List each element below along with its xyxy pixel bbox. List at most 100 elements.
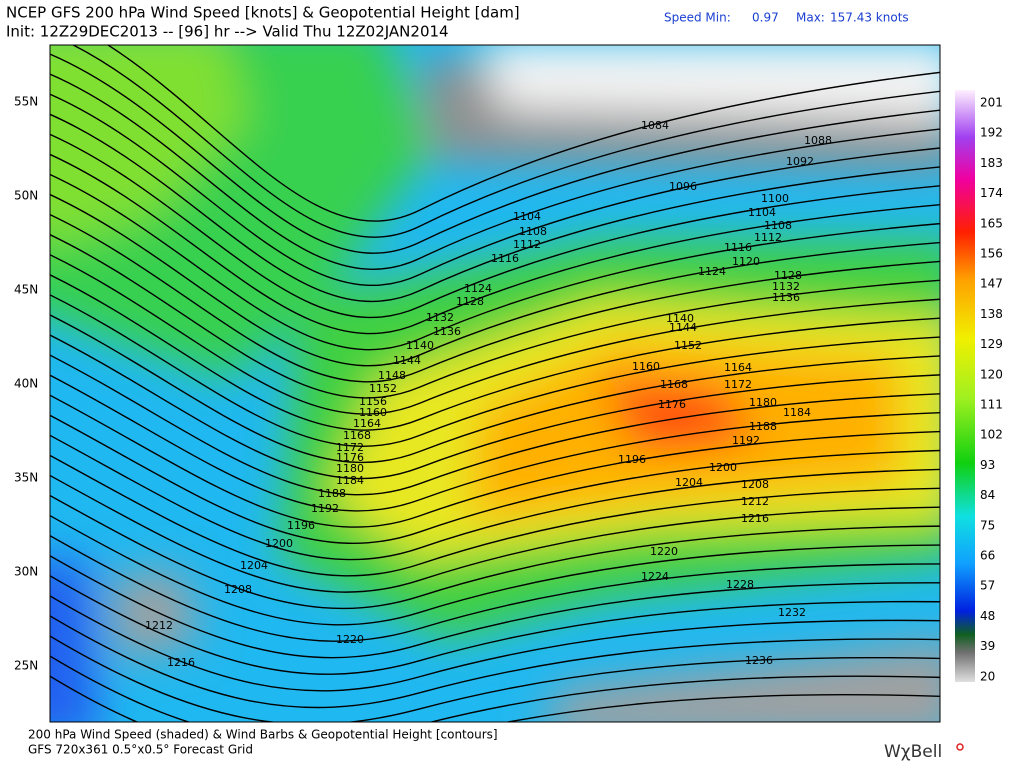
contour-label: 1216 xyxy=(741,512,769,525)
contour-line xyxy=(50,635,940,722)
contour-label: 1148 xyxy=(378,369,406,382)
contour-label: 1152 xyxy=(674,339,702,352)
colorbar xyxy=(955,90,975,682)
contour-label: 1196 xyxy=(287,519,315,532)
init-time: Init: 12Z29DEC2013 -- [96] hr --> Valid … xyxy=(6,23,449,41)
contour-line xyxy=(50,615,940,709)
map-frame xyxy=(49,44,941,723)
contour-label: 1208 xyxy=(224,583,252,596)
contour-label: 1144 xyxy=(393,354,421,367)
contour-line xyxy=(50,514,940,626)
contour-line xyxy=(50,494,940,610)
latitude-label: 40N xyxy=(14,377,38,391)
contour-line xyxy=(50,254,940,415)
colorbar-label: 66 xyxy=(980,549,995,563)
contour-label: 1212 xyxy=(741,495,769,508)
contour-label: 1192 xyxy=(311,502,339,515)
colorbar-label: 39 xyxy=(980,639,995,653)
contour-label: 1204 xyxy=(240,559,268,572)
contour-label: 1172 xyxy=(336,441,364,454)
contour-line xyxy=(50,474,940,593)
contour-line xyxy=(50,133,940,319)
contour-label: 1160 xyxy=(632,360,660,373)
contour-label: 1180 xyxy=(336,462,364,475)
contour-label: 1096 xyxy=(669,180,697,193)
contour-label: 1212 xyxy=(145,619,173,632)
shading xyxy=(50,45,940,722)
contour-label: 1184 xyxy=(783,406,811,419)
contour-line xyxy=(50,274,940,431)
contour-label: 1232 xyxy=(778,606,806,619)
contour-label: 1128 xyxy=(774,269,802,282)
contour-label: 1152 xyxy=(369,382,397,395)
height-contours xyxy=(50,45,940,722)
contour-label: 1140 xyxy=(666,312,694,325)
contour-line xyxy=(50,53,940,254)
colorbar-label: 20 xyxy=(980,669,995,683)
contour-line xyxy=(50,454,940,577)
contour-label: 1180 xyxy=(749,396,777,409)
colorbar-label: 192 xyxy=(980,126,1003,140)
contour-label: 1116 xyxy=(491,252,519,265)
colorbar-label: 138 xyxy=(980,307,1003,321)
contour-line xyxy=(50,414,940,545)
contour-label: 1128 xyxy=(456,295,484,308)
contour-label: 1120 xyxy=(732,255,760,268)
latitude-label: 30N xyxy=(14,565,38,579)
contour-line xyxy=(50,595,940,692)
contour-label: 1140 xyxy=(406,339,434,352)
contour-label: 1104 xyxy=(748,206,776,219)
contour-label: 1112 xyxy=(754,231,782,244)
contour-line xyxy=(50,73,940,270)
contour-label: 1144 xyxy=(669,321,697,334)
contour-label: 1176 xyxy=(336,451,364,464)
contour-label: 1220 xyxy=(336,633,364,646)
contour-label: 1184 xyxy=(336,474,364,487)
contour-label: 1108 xyxy=(764,219,792,232)
speed-max-label: Max: xyxy=(796,11,825,25)
latitude-label: 25N xyxy=(14,659,38,673)
contour-label: 1164 xyxy=(724,361,752,374)
latitude-label: 55N xyxy=(14,95,38,109)
colorbar-label: 183 xyxy=(980,156,1003,170)
contour-label: 1228 xyxy=(726,578,754,591)
colorbar-label: 48 xyxy=(980,609,995,623)
contour-line xyxy=(50,193,940,367)
contour-line xyxy=(50,213,940,383)
footer-line: GFS 720x361 0.5°x0.5° Forecast Grid xyxy=(28,743,253,757)
contour-label: 1216 xyxy=(167,656,195,669)
colorbar-label: 111 xyxy=(980,398,1003,412)
contour-label: 1124 xyxy=(698,265,726,278)
logo-mark xyxy=(956,743,964,751)
colorbar-label: 75 xyxy=(980,518,995,532)
contour-label: 1092 xyxy=(786,155,814,168)
colorbar-label: 165 xyxy=(980,216,1003,230)
speed-max: 157.43 knots xyxy=(830,11,909,25)
colorbar-label: 84 xyxy=(980,488,995,502)
contour-line xyxy=(50,153,940,335)
contour-line xyxy=(50,234,940,399)
colorbar-label: 174 xyxy=(980,186,1003,200)
contour-line xyxy=(50,374,940,512)
contour-line xyxy=(50,394,940,528)
colorbar-label: 147 xyxy=(980,277,1003,291)
contour-line xyxy=(50,354,940,496)
contour-line xyxy=(50,334,940,480)
contour-label: 1236 xyxy=(745,654,773,667)
contour-label: 1136 xyxy=(772,291,800,304)
footer-line: 200 hPa Wind Speed (shaded) & Wind Barbs… xyxy=(28,728,498,742)
colorbar-label: 102 xyxy=(980,428,1003,442)
contour-label: 1224 xyxy=(641,570,669,583)
colorbar-label: 57 xyxy=(980,579,995,593)
contour-label: 1200 xyxy=(709,461,737,474)
contour-label: 1168 xyxy=(660,378,688,391)
contour-line xyxy=(50,434,940,561)
contour-label: 1112 xyxy=(513,238,541,251)
colorbar-label: 156 xyxy=(980,247,1003,261)
latitude-label: 35N xyxy=(14,471,38,485)
contour-label: 1208 xyxy=(741,478,769,491)
latitude-label: 50N xyxy=(14,189,38,203)
contour-label: 1168 xyxy=(343,429,371,442)
contour-line xyxy=(50,294,940,447)
